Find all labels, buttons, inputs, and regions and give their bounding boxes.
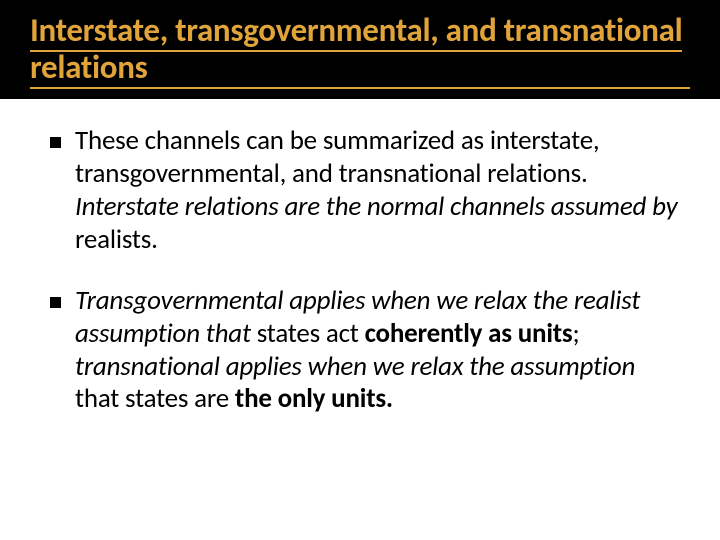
text-run: realists.	[75, 223, 158, 256]
text-run: states act	[257, 317, 365, 350]
text-run: that states are	[75, 382, 235, 415]
square-bullet-icon	[50, 297, 61, 308]
text-run: coherently as units	[365, 317, 573, 350]
slide: Interstate, transgovernmental, and trans…	[0, 0, 720, 540]
text-run: transnational applies when we relax the …	[75, 350, 635, 383]
body-area: These channels can be summarized as inte…	[0, 99, 720, 465]
slide-title: Interstate, transgovernmental, and trans…	[30, 10, 682, 89]
text-run: the only units.	[235, 382, 393, 415]
title-bar: Interstate, transgovernmental, and trans…	[0, 0, 720, 99]
text-run: These channels can be summarized as inte…	[75, 124, 599, 190]
bullet-text: Transgovernmental applies when we relax …	[75, 285, 680, 417]
text-run: ;	[572, 317, 579, 350]
square-bullet-icon	[50, 137, 61, 148]
bullet-text: These channels can be summarized as inte…	[75, 125, 680, 257]
bullet-item: These channels can be summarized as inte…	[50, 125, 680, 257]
bullet-item: Transgovernmental applies when we relax …	[50, 285, 680, 417]
title-underline: Interstate, transgovernmental, and trans…	[30, 12, 690, 89]
text-run: Interstate relations are the normal chan…	[75, 190, 678, 223]
